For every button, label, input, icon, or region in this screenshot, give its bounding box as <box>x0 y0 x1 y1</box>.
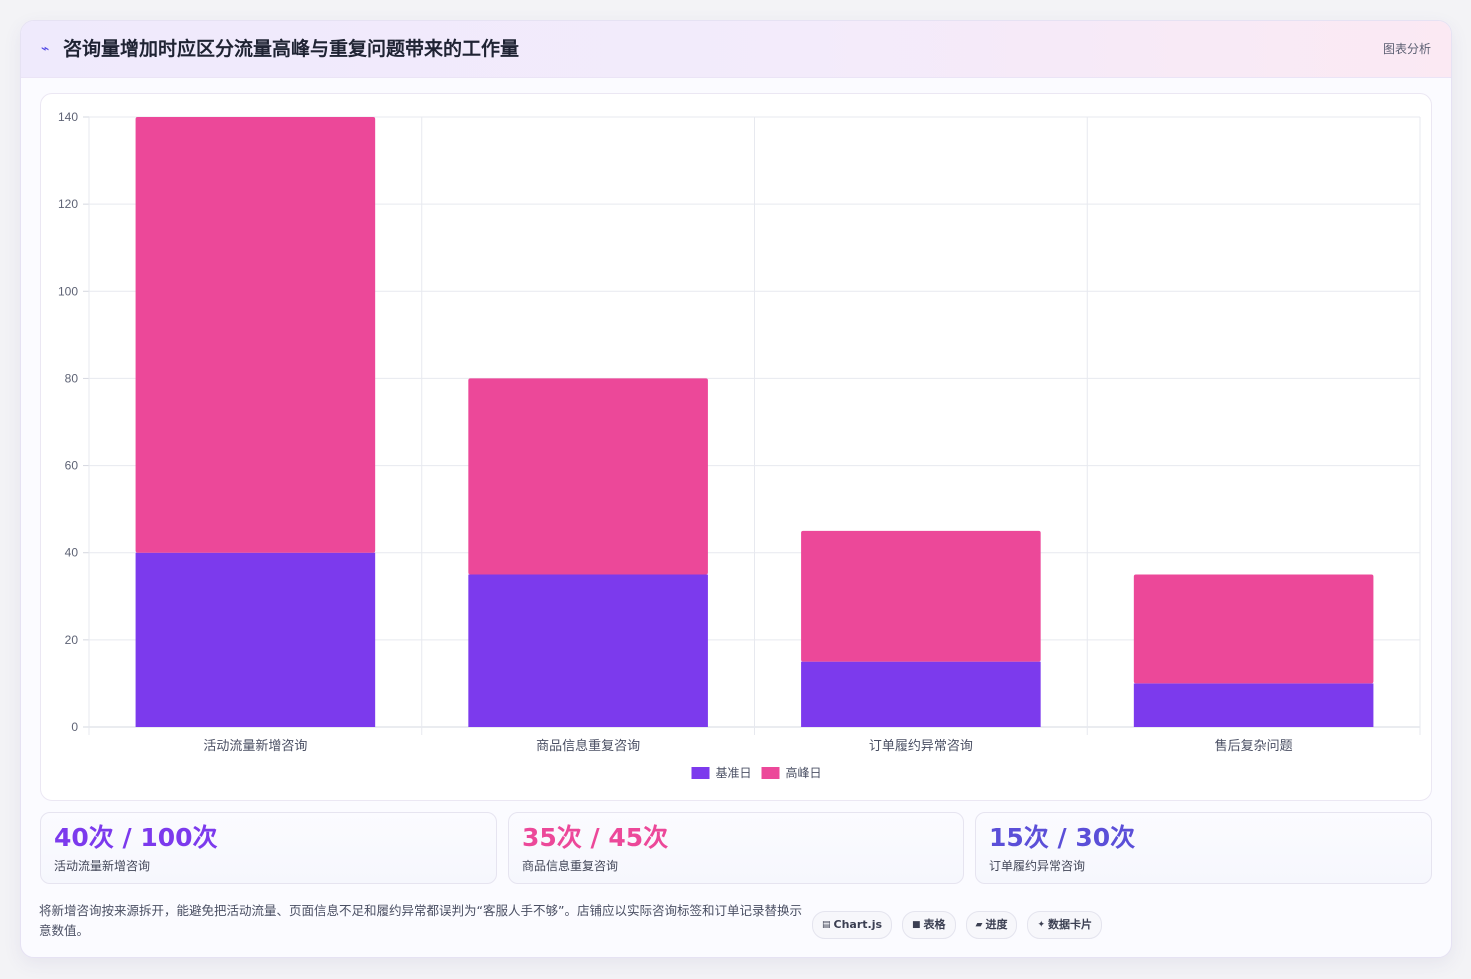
chart-analysis-tag: 图表分析 <box>1382 42 1431 56</box>
stat-value: 15次 / 30次 <box>989 823 1136 852</box>
bar-segment-baseline <box>468 574 708 727</box>
stacked-bar-chart: 0 20 40 60 80 100 120 140 活动流量新增咨询 商品信息重复咨询 订单履约异常… <box>58 110 1421 780</box>
trend-line-icon: ⌁ <box>41 41 50 57</box>
chart-icon: ▤ <box>822 920 831 930</box>
y-tick-label: 100 <box>58 284 78 298</box>
bar-segment-baseline <box>1133 683 1374 727</box>
chip-data-card: ✦ 数据卡片 <box>1027 911 1103 939</box>
y-tick-label: 140 <box>58 110 78 124</box>
stat-label: 商品信息重复咨询 <box>522 859 619 873</box>
chart-panel: 0 20 40 60 80 100 120 140 活动流量新增咨询 商品信息重复咨询 订单履约异常… <box>40 93 1432 801</box>
bar-segment-peak <box>1133 574 1374 684</box>
chip-progress: ▰ 进度 <box>965 911 1018 939</box>
table-icon: ■ <box>912 920 921 930</box>
page-title: 咨询量增加时应区分流量高峰与重复问题带来的工作量 <box>63 38 520 60</box>
y-tick-label: 40 <box>65 546 79 560</box>
bar-segment-peak <box>468 378 708 575</box>
chip-label: 进度 <box>985 918 1008 931</box>
sparkle-icon: ✦ <box>1037 920 1046 930</box>
bar-segment-peak <box>801 530 1041 662</box>
chart-card: ⌁ 咨询量增加时应区分流量高峰与重复问题带来的工作量 图表分析 0 20 40 60 8… <box>20 20 1452 958</box>
x-tick-label: 售后复杂问题 <box>1215 738 1293 754</box>
stat-card-3: 15次 / 30次 订单履约异常咨询 <box>975 812 1432 884</box>
chip-label: Chart.js <box>833 918 883 931</box>
y-tick-label: 120 <box>58 197 78 211</box>
legend-label: 高峰日 <box>786 765 822 780</box>
footer-note: 将新增咨询按来源拆开，能避免把活动流量、页面信息不足和履约异常都误判为“客服人手… <box>39 903 802 938</box>
stat-label: 订单履约异常咨询 <box>989 859 1086 873</box>
stat-card-2: 35次 / 45次 商品信息重复咨询 <box>508 812 964 884</box>
legend-label: 基准日 <box>716 766 752 780</box>
bar-segment-baseline <box>801 661 1041 727</box>
legend-swatch <box>761 767 780 779</box>
chip-chartjs: ▤ Chart.js <box>812 911 893 939</box>
y-tick-label: 20 <box>65 633 79 647</box>
y-tick-label: 80 <box>65 371 79 385</box>
bar-segment-baseline <box>135 552 376 727</box>
card-header: ⌁ 咨询量增加时应区分流量高峰与重复问题带来的工作量 图表分析 <box>21 21 1451 78</box>
stat-value: 40次 / 100次 <box>54 823 218 852</box>
bar-segment-peak <box>135 117 376 553</box>
legend-swatch <box>691 767 710 779</box>
progress-icon: ▰ <box>975 920 983 930</box>
chip-label: 表格 <box>923 918 946 931</box>
chip-table: ■ 表格 <box>902 911 956 939</box>
tech-chips: ▤ Chart.js ■ 表格 ▰ 进度 ✦ 数据卡片 <box>812 911 1103 939</box>
x-tick-label: 商品信息重复咨询 <box>536 738 640 754</box>
stat-value: 35次 / 45次 <box>522 823 669 852</box>
y-tick-label: 60 <box>65 459 79 473</box>
chip-label: 数据卡片 <box>1048 918 1093 931</box>
x-tick-label: 活动流量新增咨询 <box>203 738 307 754</box>
y-tick-label: 0 <box>71 720 78 734</box>
stat-label: 活动流量新增咨询 <box>54 859 151 873</box>
stat-card-1: 40次 / 100次 活动流量新增咨询 <box>40 812 497 884</box>
x-tick-label: 订单履约异常咨询 <box>869 739 973 754</box>
